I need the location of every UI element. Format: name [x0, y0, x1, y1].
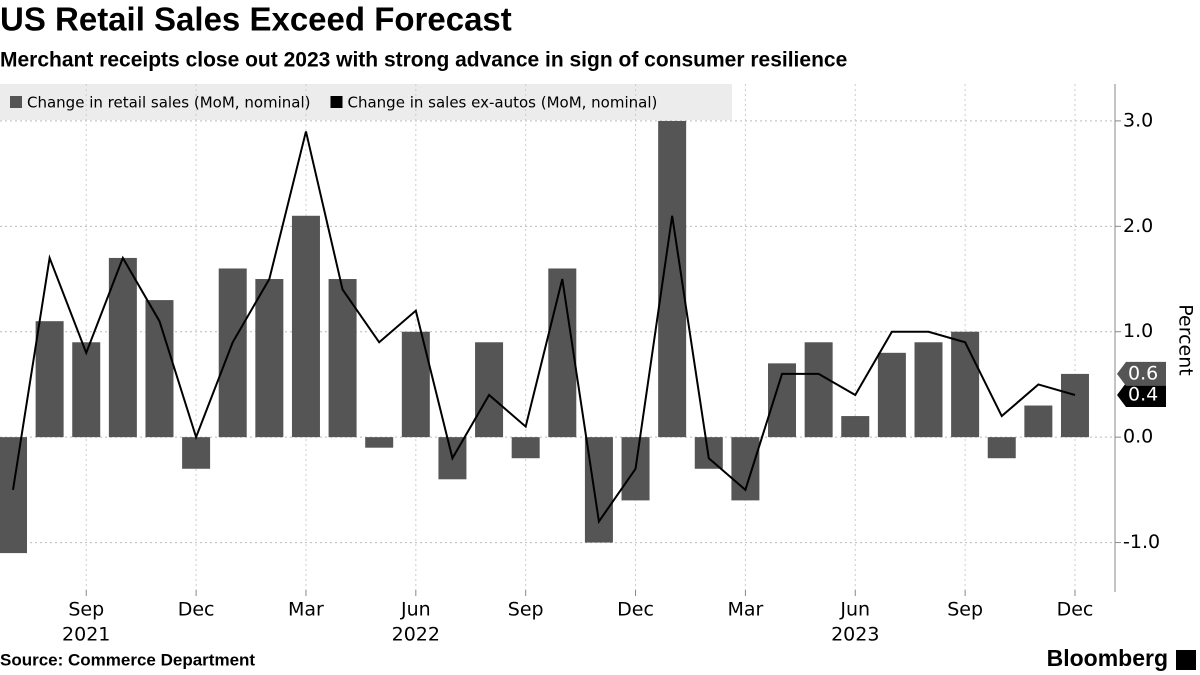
brand: Bloomberg [1047, 645, 1168, 671]
x-year-label: 2022 [392, 624, 440, 646]
bar [365, 437, 394, 448]
x-tick-label: Dec [178, 599, 215, 621]
bar [877, 352, 906, 438]
bar [182, 437, 211, 469]
chart-title: US Retail Sales Exceed Forecast [0, 1, 512, 38]
y-tick-label: 0.0 [1123, 426, 1153, 448]
bar [108, 257, 137, 438]
bar [255, 279, 284, 438]
x-tick-label: Sep [68, 599, 104, 621]
bar [1060, 373, 1089, 438]
x-tick-label: Dec [617, 599, 654, 621]
y-tick-label: -1.0 [1123, 531, 1160, 553]
x-tick-label: Mar [288, 599, 324, 621]
y-tick-label: 2.0 [1123, 215, 1153, 237]
x-tick-label: Sep [508, 599, 544, 621]
legend-background [0, 84, 732, 120]
x-tick-label: Sep [947, 599, 983, 621]
bar [511, 437, 540, 459]
x-tick-label: Dec [1057, 599, 1094, 621]
x-tick-label: Jun [400, 599, 431, 621]
x-year-label: 2021 [62, 624, 110, 646]
legend-swatch [330, 96, 343, 108]
bar [35, 321, 64, 438]
y-axis-title: Percent [1175, 304, 1197, 376]
bar [475, 342, 504, 438]
bar [72, 342, 101, 438]
x-tick-label: Mar [727, 599, 763, 621]
bar [804, 342, 833, 438]
legend-label: Change in retail sales (MoM, nominal) [27, 94, 311, 112]
line [12, 131, 1076, 525]
brand-icon [1176, 650, 1196, 670]
bar [987, 437, 1016, 459]
x-year-label: 2023 [831, 624, 879, 646]
bar [914, 342, 943, 438]
bar [0, 437, 27, 554]
end-label-box [1117, 382, 1166, 407]
bar [1024, 405, 1053, 438]
legend-label: Change in sales ex-autos (MoM, nominal) [348, 94, 658, 112]
chart-subtitle: Merchant receipts close out 2023 with st… [0, 49, 847, 72]
bar [328, 279, 357, 438]
y-tick-label: 3.0 [1123, 109, 1153, 131]
x-tick-label: Jun [839, 599, 870, 621]
legend-swatch [10, 96, 22, 108]
bar [951, 331, 980, 438]
bar [291, 215, 320, 438]
bar [218, 268, 247, 438]
bar [548, 268, 577, 438]
end-label-box [1117, 361, 1166, 386]
end-label: 0.4 [1128, 383, 1158, 405]
source: Source: Commerce Department [0, 650, 255, 669]
y-tick-label: 1.0 [1123, 320, 1153, 342]
end-label: 0.6 [1128, 362, 1158, 384]
bar [841, 416, 870, 438]
